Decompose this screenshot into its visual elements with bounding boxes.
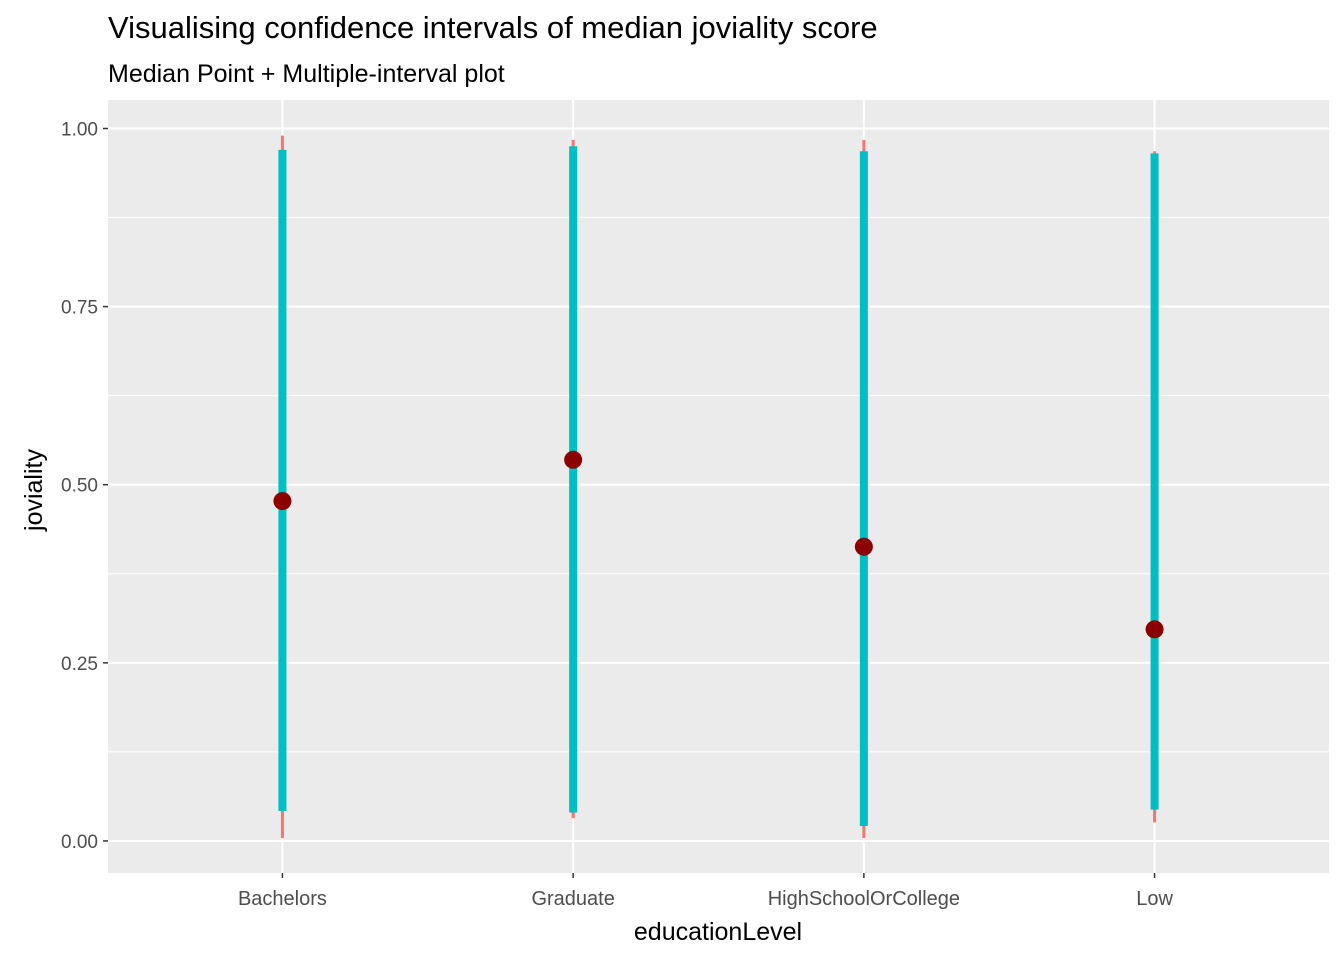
chart-subtitle: Median Point + Multiple-interval plot [108, 60, 505, 88]
minor-gridlines [108, 217, 1329, 753]
axes: 0.00 0.25 0.50 0.75 1.00 Bachelors Graduate Hig… [61, 119, 1173, 910]
y-tick-label: 1.00 [61, 119, 98, 140]
y-tick-label: 0.75 [61, 298, 98, 319]
plot-panel [108, 100, 1329, 873]
chart-marks [273, 135, 1164, 839]
median-point-Low [1145, 620, 1164, 639]
y-tick-label: 0.25 [61, 654, 98, 675]
x-tick-label: Graduate [531, 888, 614, 910]
x-tick-label: HighSchoolOrCollege [768, 888, 960, 910]
y-tick-label: 0.00 [61, 832, 98, 853]
chart-title: Visualising confidence intervals of medi… [108, 10, 878, 45]
median-point-Bachelors [273, 492, 292, 511]
median-point-HighSchoolOrCollege [854, 537, 873, 556]
x-axis-title: educationLevel [634, 918, 802, 946]
y-axis-title: joviality [20, 449, 48, 532]
median-point-Graduate [564, 450, 583, 469]
x-tick-label: Low [1136, 888, 1173, 910]
x-tick-label: Bachelors [238, 888, 327, 910]
y-tick-label: 0.50 [61, 476, 98, 497]
